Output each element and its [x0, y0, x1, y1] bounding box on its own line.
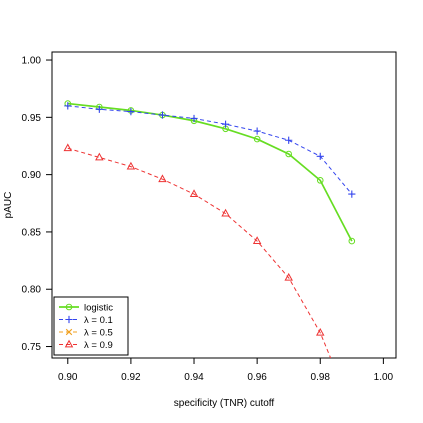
y-axis: 0.75 0.80 0.85 0.90 0.95 1.00	[22, 56, 52, 353]
data-point	[348, 190, 356, 198]
data-point	[190, 114, 198, 123]
data-point	[348, 237, 356, 245]
data-point	[95, 152, 104, 161]
data-point	[285, 136, 293, 144]
legend-label: λ = 0.9	[84, 340, 113, 351]
series-3	[63, 143, 355, 412]
data-point	[158, 174, 167, 183]
data-point	[316, 177, 324, 184]
x-tick-label: 0.90	[58, 372, 78, 383]
series-1	[64, 102, 356, 198]
y-tick-label: 1.00	[22, 56, 42, 67]
data-point	[63, 143, 73, 152]
series-line	[67, 102, 353, 242]
legend-marker	[65, 315, 73, 324]
y-axis-title: pAUC	[3, 192, 14, 219]
data-point	[64, 102, 72, 110]
y-tick-label: 0.85	[22, 227, 42, 238]
x-tick-label: 0.98	[311, 372, 331, 383]
x-tick-label: 1.00	[374, 372, 394, 383]
data-point	[284, 272, 293, 281]
y-tick-label: 0.95	[22, 113, 42, 124]
data-point	[158, 111, 167, 119]
data-point	[127, 107, 135, 116]
data-point	[316, 327, 325, 336]
series-line	[67, 147, 332, 358]
data-point	[253, 127, 261, 135]
series-line	[67, 105, 353, 195]
data-point	[348, 406, 355, 412]
x-tick-label: 0.92	[121, 372, 141, 383]
y-tick-label: 0.90	[22, 170, 42, 181]
data-point	[95, 105, 103, 113]
x-tick-label: 0.94	[184, 372, 204, 383]
y-tick-label: 0.80	[22, 285, 42, 296]
legend-marker	[65, 328, 73, 336]
x-axis: 0.90 0.92 0.94 0.96 0.98 1.00	[58, 358, 394, 383]
data-point	[189, 189, 199, 198]
legend-marker	[65, 303, 73, 311]
data-point	[252, 236, 262, 245]
data-point	[285, 150, 292, 158]
plot-frame	[51, 51, 397, 359]
legend-label: logistic	[84, 303, 113, 314]
data-point	[221, 208, 230, 217]
series-0	[64, 100, 356, 245]
legend-marker	[64, 339, 74, 348]
data-point	[126, 161, 136, 170]
legend-label: λ = 0.5	[84, 328, 113, 339]
data-point	[253, 135, 261, 143]
y-tick-label: 0.75	[22, 342, 42, 353]
x-axis-title: specificity (TNR) cutoff	[174, 398, 275, 409]
data-point	[221, 120, 230, 128]
series-layer	[63, 100, 356, 412]
data-point	[316, 152, 324, 160]
legend-label: λ = 0.1	[84, 315, 113, 326]
x-tick-label: 0.96	[247, 372, 267, 383]
